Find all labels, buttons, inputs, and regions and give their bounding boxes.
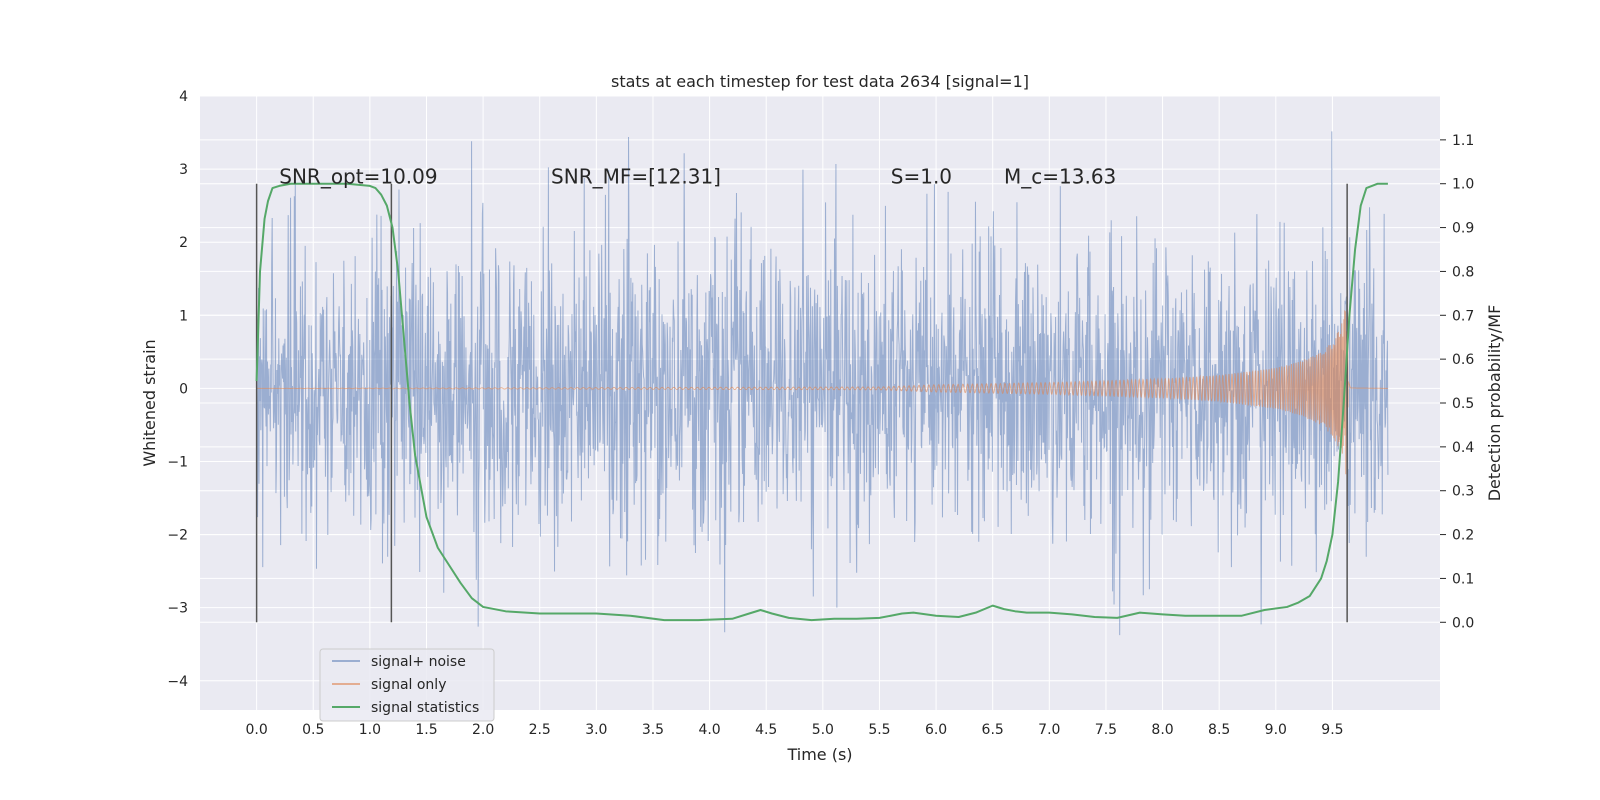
x-tick-label: 5.5 bbox=[868, 722, 890, 738]
annotation: SNR_MF=[12.31] bbox=[551, 164, 721, 188]
legend-label-signal-plus-noise: signal+ noise bbox=[371, 654, 466, 670]
tick-labels: 0.0 0.5 1.0 1.5 2.0 2.5 3.0 3.5 4.0 4.5 5.0 5.5 6.0 6… bbox=[167, 89, 1474, 738]
y2-tick-label: 0.3 bbox=[1452, 484, 1474, 500]
y2-tick-label: 0.1 bbox=[1452, 571, 1474, 587]
signal-statistics-series bbox=[255, 182, 1388, 622]
annotation: M_c=13.63 bbox=[1004, 164, 1116, 188]
x-tick-label: 8.0 bbox=[1151, 722, 1173, 738]
y2-tick-label: 0.7 bbox=[1452, 308, 1474, 324]
annotation: S=1.0 bbox=[891, 164, 952, 188]
x-tick-label: 6.0 bbox=[925, 722, 947, 738]
y2-tick-label: 0.2 bbox=[1452, 528, 1474, 544]
legend-label-signal-statistics: signal statistics bbox=[371, 700, 479, 716]
y2-tick-label: 0.0 bbox=[1452, 615, 1474, 631]
y2-tick-label: 0.5 bbox=[1452, 396, 1474, 412]
signal-statistics-line bbox=[255, 182, 1388, 622]
y-tick-label: −2 bbox=[167, 528, 188, 544]
signal-plus-noise-series bbox=[256, 131, 1389, 636]
x-tick-label: 1.5 bbox=[415, 722, 437, 738]
y2-tick-label: 0.4 bbox=[1452, 440, 1474, 456]
y-tick-label: −1 bbox=[167, 454, 188, 470]
x-tick-label: 1.0 bbox=[359, 722, 381, 738]
x-tick-label: 3.5 bbox=[642, 722, 664, 738]
legend: signal+ noise signal only signal statist… bbox=[319, 648, 495, 722]
y2-tick-label: 0.9 bbox=[1452, 221, 1474, 237]
y-tick-label: 2 bbox=[179, 235, 188, 251]
x-tick-label: 0.5 bbox=[302, 722, 324, 738]
x-tick-label: 9.5 bbox=[1321, 722, 1343, 738]
x-tick-label: 7.0 bbox=[1038, 722, 1060, 738]
x-tick-label: 0.0 bbox=[245, 722, 267, 738]
x-tick-label: 4.5 bbox=[755, 722, 777, 738]
x-axis-label: Time (s) bbox=[786, 745, 852, 764]
annotations: SNR_opt=10.09 SNR_MF=[12.31] S=1.0 M_c=13.6… bbox=[279, 164, 1116, 188]
signal-plus-noise-line bbox=[256, 131, 1389, 636]
y2-tick-label: 1.0 bbox=[1452, 177, 1474, 193]
y-tick-label: −3 bbox=[167, 601, 188, 617]
chart-title: stats at each timestep for test data 263… bbox=[611, 72, 1029, 91]
x-tick-label: 4.0 bbox=[698, 722, 720, 738]
legend-box bbox=[319, 648, 495, 722]
y-axis-label: Whitened strain bbox=[140, 339, 159, 466]
x-tick-label: 8.5 bbox=[1208, 722, 1230, 738]
y-tick-label: 4 bbox=[179, 89, 188, 105]
x-tick-label: 2.5 bbox=[529, 722, 551, 738]
y-tick-label: 1 bbox=[179, 308, 188, 324]
y-tick-label: −4 bbox=[167, 674, 188, 690]
y2-tick-label: 0.8 bbox=[1452, 264, 1474, 280]
y2-axis-label: Detection probability/MF bbox=[1485, 305, 1504, 502]
y-tick-label: 3 bbox=[179, 162, 188, 178]
y2-tick-label: 1.1 bbox=[1452, 133, 1474, 149]
x-tick-label: 2.0 bbox=[472, 722, 494, 738]
signal-only-series bbox=[256, 310, 1388, 475]
signal-only-line bbox=[256, 310, 1388, 475]
x-tick-label: 6.5 bbox=[982, 722, 1004, 738]
y2-tick-label: 0.6 bbox=[1452, 352, 1474, 368]
x-tick-label: 5.0 bbox=[812, 722, 834, 738]
x-tick-label: 7.5 bbox=[1095, 722, 1117, 738]
x-tick-label: 9.0 bbox=[1265, 722, 1287, 738]
annotation: SNR_opt=10.09 bbox=[279, 164, 437, 188]
y-tick-label: 0 bbox=[179, 381, 188, 397]
legend-label-signal-only: signal only bbox=[371, 677, 446, 693]
x-tick-label: 3.0 bbox=[585, 722, 607, 738]
vertical-markers bbox=[255, 183, 1348, 623]
